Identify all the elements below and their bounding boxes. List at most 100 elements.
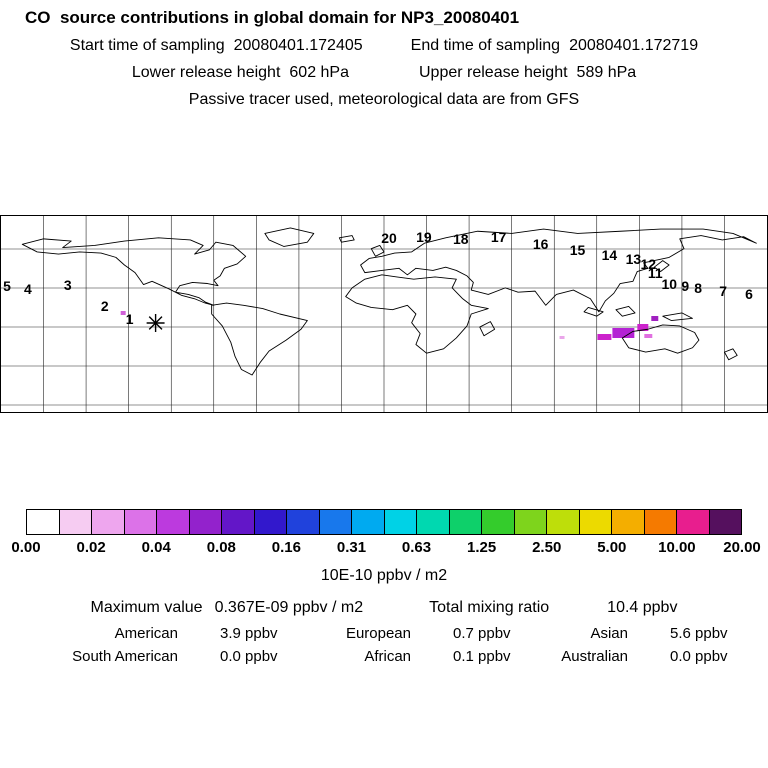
coastline-australia [622,325,699,353]
trajectory-label: 2 [101,298,109,314]
coastline-new-guinea [663,313,693,321]
start-time-value: 20080401.172405 [233,37,363,54]
maximum-value: 0.367E-09 ppbv / m2 [214,599,364,616]
coastline-borneo [616,306,635,316]
region-value: 0.0 ppbv [220,648,278,665]
colorbar-tick-label: 20.00 [723,539,761,556]
upper-release-label: Upper release height [419,64,568,81]
gridlines [1,216,767,412]
total-mixing-ratio-label: Total mixing ratio [429,599,550,616]
trajectory-label: 6 [745,286,753,302]
region-value: 5.6 ppbv [670,625,728,642]
colorbar-segment [546,510,579,534]
trajectory-label: 14 [602,247,618,263]
concentration-patches [120,311,659,340]
concentration-patch [651,316,659,321]
region-label: African [364,648,411,665]
maximum-value-label: Maximum value [90,599,203,616]
lower-release-value: 602 hPa [289,64,349,81]
colorbar-tick-label: 0.04 [141,539,171,556]
coastline-south-america [212,303,308,375]
colorbar-tick-label: 0.02 [76,539,106,556]
tracer-info-line: Passive tracer used, meteorological data… [188,91,580,108]
colorbar-bar [26,509,742,535]
colorbar-segment [383,510,416,534]
colorbar-tick-label: 0.16 [271,539,301,556]
colorbar-segment [221,510,254,534]
coastline-britain [371,245,384,256]
coastline-north-america [22,238,245,306]
colorbar-segment [27,510,59,534]
colorbar-tick-label: 0.08 [206,539,236,556]
colorbar-segment [578,510,611,534]
trajectory-label: 4 [24,281,32,297]
colorbar-segment [448,510,481,534]
region-label: South American [72,648,178,665]
region-value: 3.9 ppbv [220,625,278,642]
release-heights-line: Lower release height 602 hPa Upper relea… [0,64,768,82]
lower-release-label: Lower release height [131,64,281,81]
contributions-table: American 3.9 ppbv European 0.7 ppbv Asian 5.6… [26,625,768,665]
trajectory-label: 8 [694,280,702,296]
region-label: Asian [590,625,628,642]
colorbar-tick-label: 0.00 [11,539,41,556]
coastline-japan [654,261,669,272]
trajectory-label: 19 [416,229,432,245]
release-marker-ray [148,316,163,330]
colorbar-units-label: 10E-10 ppbv / m2 [320,567,448,584]
start-time-label: Start time of sampling [69,37,225,54]
total-mixing-ratio-value: 10.4 ppbv [607,599,678,616]
trajectory-label: 1 [126,311,134,327]
colorbar-segment [611,510,644,534]
colorbar-segment [123,510,156,534]
coastlines [22,228,756,375]
colorbar-tick-label: 0.31 [336,539,367,556]
trajectory-label: 12 [641,256,657,272]
page-title: CO source contributions in global domain… [25,8,520,27]
colorbar-tick-labels: 0.00 0.02 0.04 0.08 0.16 0.31 0.63 1.25 2.50 5.00… [11,537,760,559]
region-label: Australian [561,648,628,665]
trajectory-label: 10 [661,276,677,292]
trajectory-label: 17 [491,229,507,245]
colorbar-tick-label: 5.00 [597,539,627,556]
colorbar-tick-label: 2.50 [532,539,562,556]
colorbar-segment [416,510,449,534]
region-label: American [114,625,178,642]
colorbar-segment [318,510,351,534]
colorbar-segment [253,510,286,534]
trajectory-label: 16 [533,236,549,252]
end-time-value: 20080401.172719 [569,37,699,54]
colorbar-segment [156,510,189,534]
region-value: 0.7 ppbv [453,625,511,642]
colorbar-tick-label: 10.00 [658,539,696,556]
trajectory-label: 5 [3,278,11,294]
colorbar-segment [481,510,514,534]
coastline-eurasia [361,229,757,312]
sampling-times-line: Start time of sampling 20080401.172405 E… [0,37,768,55]
coastline-new-zealand [724,349,737,360]
colorbar-segment [643,510,676,534]
colorbar-segment [513,510,546,534]
upper-release-value: 589 hPa [576,64,637,81]
trajectory-label: 20 [381,230,397,246]
concentration-patch [120,311,126,315]
colorbar: 0.00 0.02 0.04 0.08 0.16 0.31 0.63 1.25 2.50 5.00… [11,509,761,559]
region-value: 0.1 ppbv [453,648,511,665]
concentration-patch [612,328,635,338]
end-time-label: End time of sampling [410,37,561,54]
trajectory-label: 11 [648,265,663,281]
coastline-iceland [339,236,354,243]
colorbar-segment [91,510,124,534]
colorbar-segment [286,510,319,534]
release-marker [146,314,165,332]
colorbar-tick-label: 0.63 [401,539,432,556]
coastline-madagascar [480,322,495,336]
region-value: 0.0 ppbv [670,648,728,665]
concentration-patch [637,324,649,331]
trajectory-label: 7 [719,283,727,299]
colorbar-segment [188,510,221,534]
colorbar-segment [351,510,384,534]
colorbar-segment [708,510,741,534]
concentration-patch [559,336,565,339]
